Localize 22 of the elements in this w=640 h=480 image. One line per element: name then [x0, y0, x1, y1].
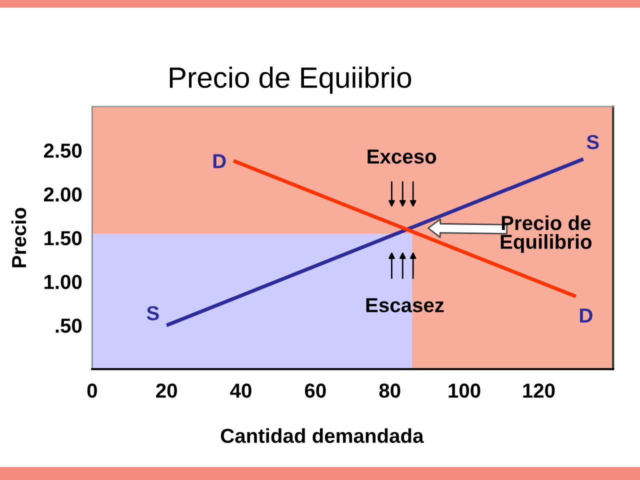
annotation: Exceso	[368, 150, 436, 164]
x-tick-label: 100	[448, 384, 480, 398]
x-tick-label: 80	[379, 384, 400, 398]
y-tick-label: 2.00	[44, 187, 82, 202]
series-label: D	[213, 154, 226, 168]
x-axis-title: Cantidad demandada	[220, 428, 424, 443]
annotation: Escasez	[366, 298, 444, 312]
chart-title: Precio de Equiibrio	[170, 66, 412, 94]
x-tick-label: 0	[87, 384, 97, 398]
annotation: Precio de Equilibrio	[500, 215, 592, 253]
x-tick-label: 120	[523, 384, 555, 398]
y-tick-label: .50	[56, 318, 82, 333]
y-tick-label: 1.00	[44, 274, 82, 290]
x-tick-label: 40	[230, 384, 252, 398]
y-tick-label: 2.50	[44, 144, 82, 158]
x-tick-label: 20	[156, 384, 177, 398]
y-axis-title: Precio	[11, 208, 26, 268]
text: S	[586, 134, 599, 150]
series-label: S	[146, 306, 159, 320]
y-tick-label: 1.50	[44, 231, 82, 246]
x-tick-label: 60	[304, 384, 326, 398]
text: D	[580, 308, 592, 323]
